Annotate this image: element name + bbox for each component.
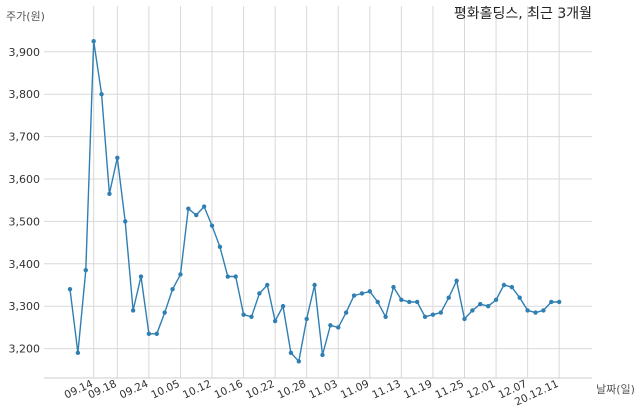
data-point bbox=[320, 352, 325, 358]
grid bbox=[44, 6, 592, 378]
data-point bbox=[556, 299, 562, 305]
data-point bbox=[430, 312, 436, 317]
data-point bbox=[170, 287, 175, 292]
data-point bbox=[272, 318, 278, 324]
y-tick-label: 3,800 bbox=[9, 88, 41, 101]
data-point bbox=[201, 204, 207, 209]
data-point bbox=[67, 287, 73, 292]
y-axis-label: 주가(원) bbox=[6, 10, 45, 23]
y-tick-label: 3,300 bbox=[9, 300, 41, 313]
data-point bbox=[83, 267, 88, 273]
x-tick-label: 10.12 bbox=[181, 378, 213, 402]
data-point bbox=[533, 310, 538, 315]
data-point bbox=[517, 295, 522, 300]
chart-title: 평화홀딩스, 최근 3개월 bbox=[454, 6, 592, 22]
data-point bbox=[225, 274, 230, 279]
data-point bbox=[233, 274, 238, 279]
data-point bbox=[304, 316, 309, 322]
data-point bbox=[336, 325, 341, 330]
data-point bbox=[351, 293, 357, 298]
x-tick-label: 10.05 bbox=[149, 378, 181, 402]
data-point bbox=[296, 359, 302, 364]
price-series-line bbox=[69, 41, 560, 363]
x-tick-label: 11.13 bbox=[370, 378, 402, 402]
data-point bbox=[217, 244, 223, 250]
data-point bbox=[241, 312, 246, 317]
data-point bbox=[343, 310, 349, 315]
data-point bbox=[399, 297, 404, 303]
data-point bbox=[75, 350, 81, 356]
x-tick-label: 10.22 bbox=[244, 378, 276, 402]
data-point bbox=[541, 308, 546, 313]
data-point bbox=[422, 314, 428, 319]
data-point bbox=[312, 282, 317, 288]
y-tick-label: 3,200 bbox=[9, 343, 41, 356]
data-point bbox=[414, 299, 420, 305]
data-point bbox=[525, 308, 530, 313]
data-point bbox=[375, 299, 380, 305]
x-tick-label: 10.16 bbox=[213, 378, 246, 402]
x-tick-label: 10.28 bbox=[276, 378, 308, 402]
data-point bbox=[501, 282, 507, 288]
data-point bbox=[478, 301, 483, 307]
data-point bbox=[509, 284, 515, 290]
y-tick-label: 3,700 bbox=[9, 131, 41, 144]
x-axis-label: 날짜(일) bbox=[596, 382, 635, 396]
data-point bbox=[367, 289, 373, 294]
data-point bbox=[130, 308, 136, 313]
data-point bbox=[438, 310, 444, 315]
data-point bbox=[359, 291, 365, 296]
data-point bbox=[194, 212, 199, 218]
data-point bbox=[454, 278, 459, 283]
data-point bbox=[91, 39, 96, 44]
data-point bbox=[407, 299, 412, 305]
x-tick-label: 09.24 bbox=[118, 378, 151, 402]
data-point bbox=[107, 191, 112, 197]
x-tick-label: 11.03 bbox=[307, 378, 339, 402]
y-tick-label: 3,400 bbox=[9, 258, 41, 271]
data-point bbox=[249, 314, 254, 319]
data-point bbox=[391, 284, 396, 290]
x-tick-label: 11.19 bbox=[402, 378, 434, 402]
data-point bbox=[178, 272, 183, 277]
y-tick-label: 3,500 bbox=[9, 215, 41, 228]
data-point bbox=[549, 299, 554, 305]
data-point bbox=[146, 331, 152, 336]
data-point bbox=[383, 314, 388, 319]
x-tick-label: 11.25 bbox=[433, 378, 465, 402]
data-point bbox=[280, 304, 286, 309]
data-point bbox=[186, 206, 191, 211]
data-point bbox=[162, 310, 167, 315]
y-tick-label: 3,900 bbox=[9, 46, 41, 59]
data-point bbox=[209, 223, 215, 228]
data-point bbox=[265, 282, 270, 288]
data-point bbox=[138, 274, 144, 279]
x-tick-label: 11.09 bbox=[339, 378, 371, 402]
data-point bbox=[257, 291, 262, 296]
price-series-points bbox=[67, 39, 562, 364]
data-point bbox=[288, 350, 294, 356]
data-point bbox=[493, 297, 499, 303]
y-axis-ticks: 3,200 3,300 3,400 3,500 3,600 3,700 3,800 3,900 bbox=[9, 46, 41, 356]
data-point bbox=[154, 331, 159, 336]
x-tick-label: 12.01 bbox=[465, 378, 497, 402]
data-point bbox=[462, 316, 467, 322]
y-tick-label: 3,600 bbox=[9, 173, 41, 186]
data-point bbox=[99, 92, 104, 97]
data-point bbox=[485, 304, 491, 309]
data-point bbox=[115, 155, 120, 160]
data-point bbox=[123, 219, 128, 224]
data-point bbox=[446, 295, 451, 300]
data-point bbox=[328, 323, 333, 328]
data-point bbox=[470, 308, 475, 313]
